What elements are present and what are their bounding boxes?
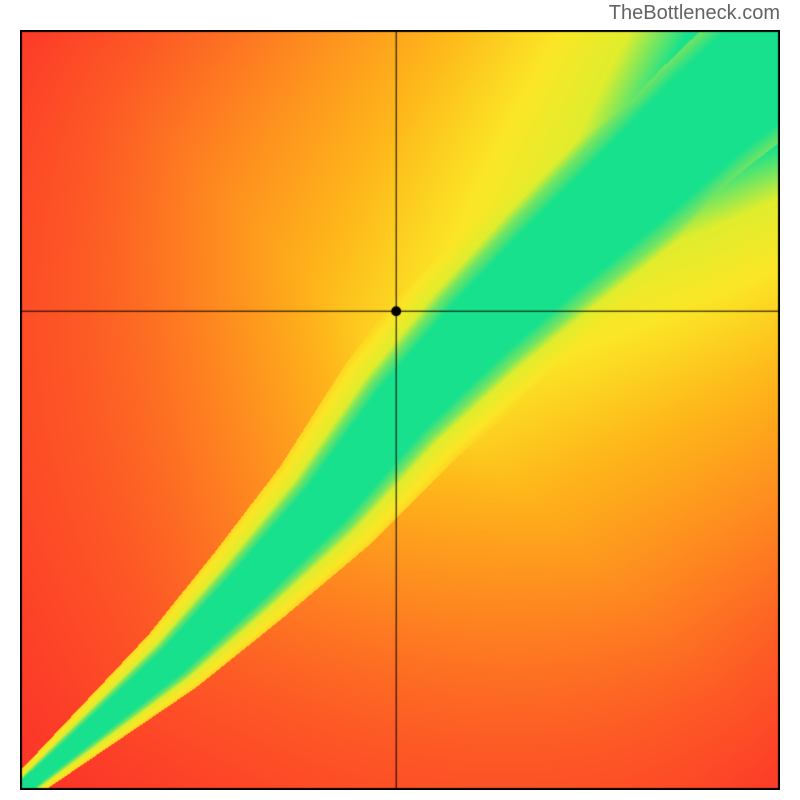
bottleneck-heatmap <box>20 30 780 790</box>
watermark-text: TheBottleneck.com <box>609 2 780 25</box>
heatmap-canvas <box>20 30 780 790</box>
